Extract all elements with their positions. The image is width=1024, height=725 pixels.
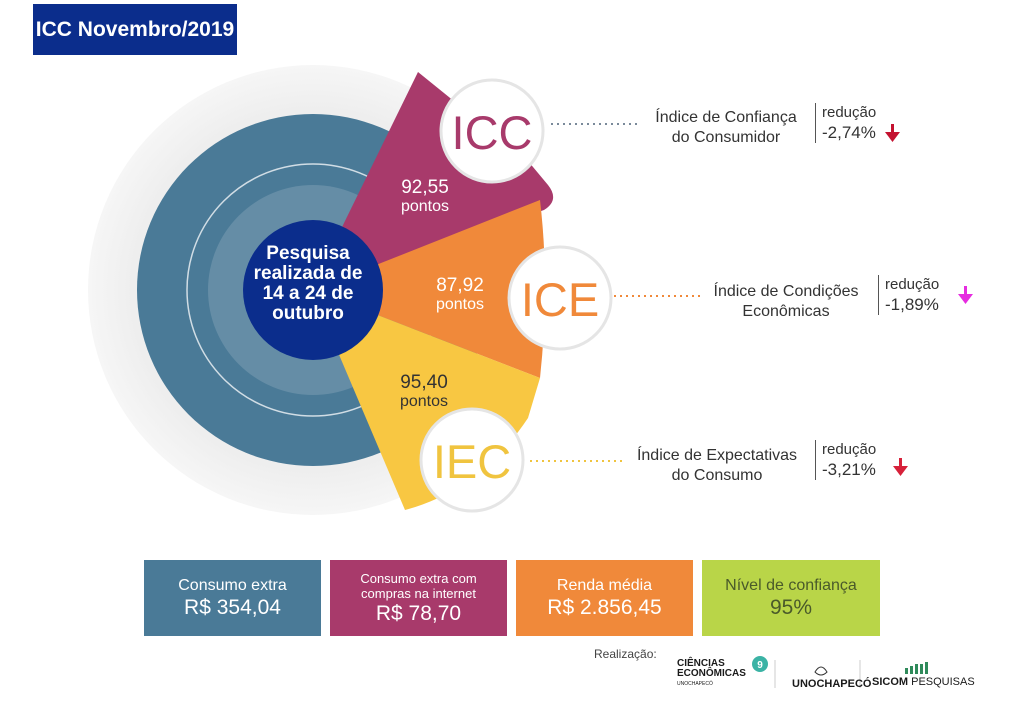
iec-name-line: do Consumo	[671, 467, 763, 484]
box-renda-media: Renda média R$ 2.856,45	[516, 560, 693, 636]
unochapeco-logo: UNOCHAPECÓ	[792, 678, 872, 690]
ce-logo-badge-text: 9	[757, 660, 763, 671]
box-nivel-confianca: Nível de confiança 95%	[702, 560, 880, 636]
ice-change-arrow	[958, 286, 973, 304]
icc-unit: pontos	[400, 198, 450, 215]
box-label: Nível de confiança	[725, 576, 857, 594]
ice-badge-text: ICE	[521, 273, 599, 326]
survey-line: outubro	[272, 303, 344, 324]
icc-wedge	[313, 72, 554, 290]
logo-ce-line: CIÊNCIAS	[677, 658, 725, 669]
ice-unit: pontos	[435, 296, 485, 313]
box-consumo-internet: Consumo extra com compras na internet R$…	[330, 560, 507, 636]
page-title: ICC Novembro/2019	[33, 4, 237, 55]
ice-name-line: Econômicas	[742, 303, 830, 320]
iec-name-line: Índice de Expectativas	[636, 447, 798, 464]
ce-logo-badge	[752, 656, 768, 672]
center-circle	[243, 220, 383, 360]
icc-value: 92,55 pontos	[385, 178, 465, 216]
box-label: Consumo extra com	[360, 570, 477, 586]
iec-value: 95,40 pontos	[384, 373, 464, 411]
icc-badge-text: ICC	[452, 106, 533, 159]
iec-badge: IEC	[419, 407, 525, 513]
iec-points: 95,40	[400, 372, 448, 393]
iec-change-arrow	[893, 458, 908, 476]
icc-name: Índice de Confiança do Consumidor	[640, 108, 812, 148]
logo-ce-line: ECONÔMICAS	[677, 668, 746, 679]
survey-line: realizada de	[253, 263, 363, 284]
icc-name-line: do Consumidor	[671, 129, 781, 146]
sicom-bold: SICOM	[872, 676, 909, 688]
iec-change-pct: -3,21%	[822, 460, 876, 479]
sicom-logo-bars	[905, 662, 928, 674]
icc-change-label: redução	[822, 104, 877, 121]
icc-badge: ICC	[439, 78, 545, 184]
icc-change-arrow	[885, 124, 900, 142]
ice-value: 87,92 pontos	[420, 276, 500, 314]
box-value: R$ 78,70	[375, 601, 462, 625]
iec-change: redução -3,21%	[815, 440, 894, 480]
unochapeco-logo-mark	[814, 666, 828, 676]
box-label: Consumo extra	[178, 576, 287, 594]
ice-change: redução -1,89%	[878, 275, 953, 315]
iec-name: Índice de Expectativas do Consumo	[622, 446, 812, 486]
ice-change-label: redução	[885, 276, 940, 293]
iec-change-label: redução	[822, 441, 877, 458]
box-consumo-extra: Consumo extra R$ 354,04	[144, 560, 321, 636]
box-value: R$ 2.856,45	[547, 595, 662, 619]
sicom-pesquisas-logo: SICOM PESQUISAS	[872, 676, 975, 688]
realizacao-label: Realização:	[594, 647, 657, 661]
icc-change-pct: -2,74%	[822, 123, 876, 142]
box-label: Renda média	[556, 576, 653, 594]
icc-name-line: Índice de Confiança	[655, 109, 797, 126]
iec-unit: pontos	[399, 393, 449, 410]
ice-name: Índice de Condições Econômicas	[700, 282, 872, 322]
ice-badge: ICE	[507, 245, 613, 351]
ice-points: 87,92	[436, 275, 484, 296]
box-value: R$ 354,04	[184, 595, 281, 619]
ciencias-economicas-logo: CIÊNCIAS ECONÔMICAS UNOCHAPECÓ	[677, 659, 746, 689]
survey-line: 14 a 24 de	[262, 283, 354, 304]
iec-badge-text: IEC	[433, 435, 511, 488]
ice-name-line: Índice de Condições	[713, 283, 859, 300]
sicom-rest: PESQUISAS	[908, 676, 975, 688]
ice-wedge	[313, 200, 545, 378]
ice-change-pct: -1,89%	[885, 295, 939, 314]
icc-change: redução -2,74%	[815, 103, 886, 143]
box-label: compras na internet	[361, 585, 476, 601]
icc-points: 92,55	[401, 177, 449, 198]
logo-ce-sub: UNOCHAPECÓ	[677, 681, 713, 687]
survey-period-text: Pesquisa realizada de 14 a 24 de outubro	[238, 244, 378, 324]
survey-line: Pesquisa	[266, 243, 350, 264]
box-value: 95%	[769, 595, 813, 619]
